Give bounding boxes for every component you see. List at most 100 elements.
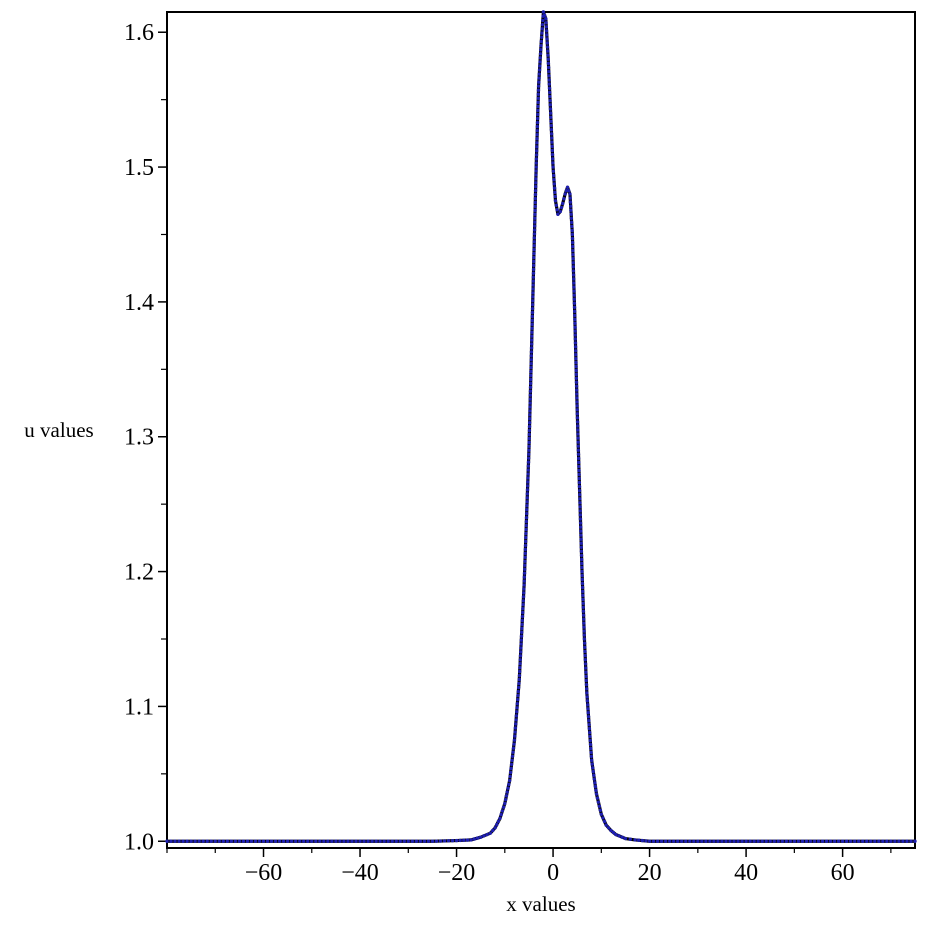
series-point [495, 822, 499, 827]
series-point [523, 563, 527, 567]
series-point [237, 839, 242, 843]
series-point [521, 610, 525, 615]
series-point [568, 204, 573, 208]
series-point [578, 521, 583, 525]
series-point [526, 480, 530, 484]
series-point [513, 726, 518, 730]
series-point [550, 144, 554, 149]
series-point [503, 797, 508, 802]
series-point [462, 838, 466, 842]
series-point [535, 137, 539, 141]
series-point [748, 839, 752, 843]
series-point [591, 766, 595, 770]
series-point [569, 212, 573, 216]
series-point [523, 551, 527, 556]
series-point [522, 575, 527, 579]
series-point [289, 839, 294, 843]
series-point [541, 18, 545, 23]
series-point [330, 839, 334, 843]
series-point [549, 119, 553, 124]
series-point [306, 839, 310, 843]
series-point [534, 177, 538, 181]
series-point [804, 839, 809, 843]
series-point [531, 271, 536, 275]
series-point [756, 839, 760, 843]
series-point [640, 838, 645, 843]
series-point [281, 839, 286, 843]
series-point [520, 614, 525, 619]
series-point [535, 124, 540, 129]
series-point [820, 839, 825, 843]
series-point [574, 364, 578, 369]
series-point [580, 581, 585, 586]
series-point [570, 228, 574, 233]
series-point [593, 784, 598, 789]
series-point [491, 828, 495, 833]
series-point [548, 111, 553, 115]
y-axis-label: u values [24, 418, 93, 442]
series-point [667, 839, 672, 843]
series-point [346, 839, 350, 843]
series-point [808, 839, 813, 843]
series-point [539, 48, 543, 52]
series-point [532, 224, 537, 228]
series-point [760, 839, 764, 843]
series-point [576, 456, 581, 461]
series-point [518, 654, 523, 658]
plot-frame [166, 11, 916, 849]
series-point [511, 750, 515, 754]
series-point [523, 539, 528, 544]
series-point [551, 165, 555, 169]
series-point [576, 452, 581, 456]
series-point [524, 531, 528, 536]
series-point [529, 354, 534, 358]
series-point [545, 41, 549, 45]
series-point [516, 693, 520, 698]
series-point [580, 577, 584, 582]
series-point [588, 734, 592, 739]
series-point [537, 76, 541, 80]
series-point [430, 839, 435, 843]
series-point [525, 492, 530, 496]
series-point [559, 205, 564, 210]
series-point [197, 839, 201, 843]
series-point [426, 839, 431, 843]
series-point [611, 830, 616, 835]
series-point [539, 35, 544, 39]
series-point [574, 384, 579, 388]
series-point [338, 839, 342, 843]
series-point [370, 839, 374, 843]
series-point [555, 208, 559, 212]
series-point [584, 674, 588, 679]
series-point [572, 297, 576, 301]
series-point [596, 800, 601, 804]
series-point [579, 557, 584, 562]
series-point [885, 839, 889, 843]
series-point [513, 730, 517, 734]
series-point [553, 199, 558, 203]
series-point [568, 196, 572, 200]
series-point [520, 626, 524, 631]
series-point [575, 424, 580, 428]
series-point [583, 662, 588, 666]
series-point [573, 341, 578, 345]
series-point [528, 409, 532, 413]
series-point [533, 196, 538, 201]
series-point [546, 65, 551, 70]
series-point [547, 82, 552, 86]
series-point [165, 839, 169, 843]
series-point [527, 432, 532, 437]
series-point [591, 769, 595, 774]
series-point [644, 839, 648, 843]
series-point [577, 464, 581, 469]
series-point [526, 472, 530, 476]
series-point [293, 839, 298, 843]
series-point [527, 428, 532, 433]
series-point [544, 17, 548, 21]
series-point [574, 388, 579, 392]
series-point [581, 613, 586, 617]
series-point [501, 805, 506, 809]
series-point [573, 313, 577, 318]
series-point [302, 839, 306, 843]
series-point [554, 203, 558, 207]
